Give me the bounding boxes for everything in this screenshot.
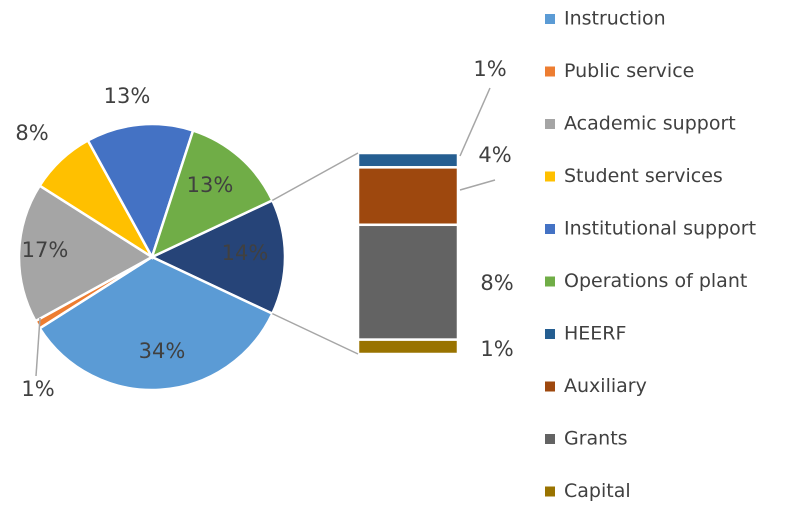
data-label: 34% <box>139 339 186 363</box>
bar-segment <box>356 338 460 356</box>
data-label: 14% <box>222 241 269 265</box>
leader-line <box>35 317 41 377</box>
legend-label: HEERF <box>564 323 626 345</box>
legend-label: Academic support <box>564 113 736 135</box>
pie-slice <box>37 255 275 392</box>
data-label: 4% <box>478 143 511 167</box>
legend-swatch <box>545 381 555 392</box>
data-label: 1% <box>473 57 506 81</box>
legend-label: Auxiliary <box>564 375 647 397</box>
bar-segment <box>356 166 460 227</box>
pie-slice <box>149 128 275 260</box>
data-label: 13% <box>187 173 234 197</box>
legend-swatch <box>545 224 555 234</box>
legend-swatch <box>545 66 555 77</box>
connector-line <box>271 152 359 202</box>
bar-segment <box>356 223 460 341</box>
legend-label: Institutional support <box>564 218 756 240</box>
legend-swatch <box>545 486 555 497</box>
legend-swatch <box>545 119 555 129</box>
pie-slice <box>149 198 287 316</box>
legend-label: Operations of plant <box>564 270 747 292</box>
data-label: 13% <box>104 84 151 108</box>
legend-swatch <box>545 276 555 287</box>
legend-label: Instruction <box>564 8 666 30</box>
data-label: 1% <box>480 337 513 361</box>
legend-label: Public service <box>564 60 694 82</box>
data-label: 1% <box>21 377 54 401</box>
legend-label: Student services <box>564 165 723 187</box>
leader-line <box>459 87 491 157</box>
data-label: 17% <box>22 238 69 262</box>
pie-slice <box>86 122 195 261</box>
data-label: 8% <box>480 271 513 295</box>
bar-segment <box>356 151 460 169</box>
leader-line <box>459 179 496 191</box>
legend-swatch <box>545 434 555 444</box>
legend-swatch <box>545 14 555 24</box>
connector-line <box>272 312 359 355</box>
legend-swatch <box>545 171 555 182</box>
legend-label: Capital <box>564 480 631 502</box>
data-label: 8% <box>15 121 48 145</box>
pie-slice <box>17 184 155 323</box>
legend-label: Grants <box>564 428 628 450</box>
legend-swatch <box>545 329 555 339</box>
